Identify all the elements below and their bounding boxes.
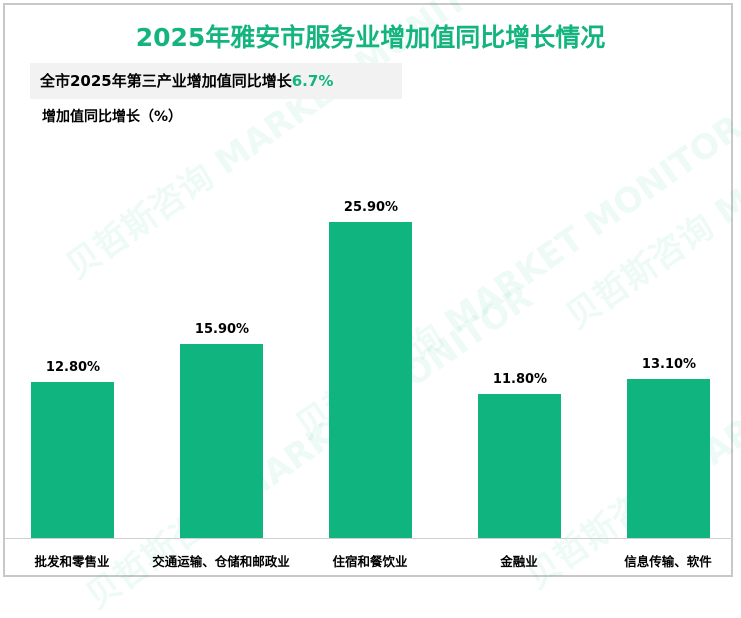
- x-tick-label: 批发和零售业: [34, 554, 110, 569]
- bar-wholesale-retail: [31, 382, 114, 538]
- x-tick-label: 交通运输、仓储和邮政业: [152, 554, 290, 569]
- bar-transport-storage-postal: [180, 344, 263, 538]
- summary-prefix: 全市2025年第三产业增加值同比增长: [40, 72, 292, 90]
- x-tick-label: 金融业: [500, 554, 538, 569]
- summary-box: 全市2025年第三产业增加值同比增长6.7%: [30, 63, 402, 99]
- summary-text: 全市2025年第三产业增加值同比增长6.7%: [40, 70, 333, 91]
- y-axis-label: 增加值同比增长（%）: [42, 109, 183, 125]
- data-label: 15.90%: [194, 322, 250, 337]
- data-label: 11.80%: [492, 372, 548, 387]
- bar-information-software: [627, 379, 710, 538]
- data-label: 25.90%: [343, 200, 399, 215]
- x-tick-label: 住宿和餐饮业: [332, 554, 408, 569]
- bar-finance: [478, 394, 561, 538]
- summary-value: 6.7%: [291, 72, 334, 90]
- x-tick-label: 信息传输、软件: [624, 554, 712, 569]
- data-label: 13.10%: [641, 357, 697, 372]
- x-axis-line: [5, 538, 732, 539]
- bar-accommodation-catering: [329, 222, 412, 538]
- chart-title: 2025年雅安市服务业增加值同比增长情况: [135, 23, 606, 52]
- data-label: 12.80%: [45, 360, 101, 375]
